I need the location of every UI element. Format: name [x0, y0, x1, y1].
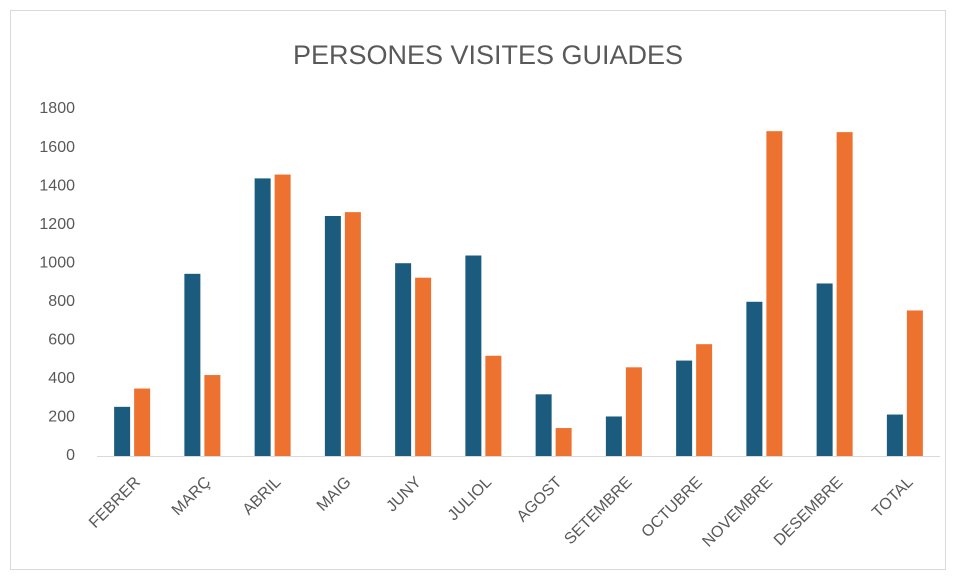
y-tick-label: 1200: [39, 216, 75, 233]
bar: [395, 263, 412, 456]
bar: [485, 355, 502, 456]
y-tick-label: 1800: [39, 100, 75, 117]
y-tick-label: 1400: [39, 177, 75, 194]
bar: [696, 344, 713, 456]
bar: [114, 406, 131, 456]
bar: [535, 394, 552, 456]
y-tick-label: 600: [48, 332, 75, 349]
bar: [415, 277, 432, 456]
bar: [465, 255, 482, 456]
y-tick-label: 200: [48, 409, 75, 426]
bar: [184, 273, 201, 456]
bar: [324, 215, 341, 456]
bar: [134, 388, 151, 456]
bar: [254, 178, 271, 456]
chart-title: PERSONES VISITES GUIADES: [293, 40, 683, 70]
bar: [816, 283, 833, 456]
y-tick-label: 1000: [39, 254, 75, 271]
y-tick-label: 800: [48, 293, 75, 310]
bar: [836, 132, 853, 456]
bar: [886, 414, 903, 456]
bar: [555, 428, 572, 456]
bar: [906, 310, 923, 456]
y-tick-label: 1600: [39, 139, 75, 156]
bar: [625, 367, 642, 456]
bar: [274, 174, 291, 457]
bar: [766, 131, 783, 457]
bar: [344, 212, 361, 456]
y-tick-label: 0: [66, 447, 75, 464]
y-tick-label: 400: [48, 370, 75, 387]
bar: [605, 416, 622, 456]
bar: [746, 301, 763, 456]
bar: [204, 375, 221, 456]
bar: [676, 360, 693, 456]
